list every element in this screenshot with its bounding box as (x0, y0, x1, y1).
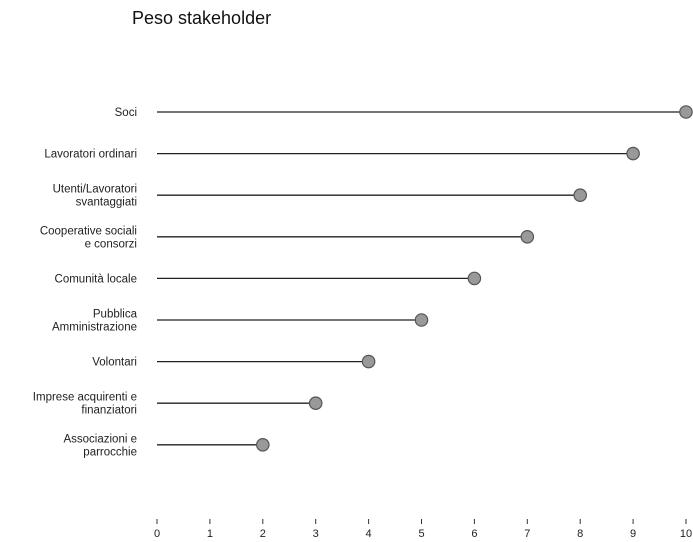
data-point (308, 396, 323, 410)
chart-title: Peso stakeholder (132, 8, 272, 28)
category-label: Associazioni e parrocchie (63, 433, 137, 458)
category-label-line: Volontari (92, 357, 137, 369)
data-point (626, 146, 640, 161)
category-label: Soci (115, 107, 137, 119)
category-label-line: parrocchie (83, 446, 137, 458)
category-label: Pubblica Amministrazione (52, 309, 138, 334)
category-label: Imprese acquirenti e finanziatori (33, 392, 137, 417)
data-point (255, 437, 270, 452)
x-tick-label: 2 (260, 528, 266, 540)
category-label-line: finanziatori (81, 405, 137, 417)
category-label-line: Comunità locale (55, 273, 137, 285)
category-label: Lavoratori ordinari (44, 149, 137, 161)
x-tick-label: 3 (313, 528, 319, 540)
category-label-line: Amministrazione (52, 322, 137, 334)
x-tick-label: 9 (630, 528, 636, 540)
x-tick-label: 10 (680, 528, 692, 540)
category-label-line: Utenti/Lavoratori (53, 184, 137, 196)
x-tick-label: 7 (524, 528, 530, 540)
category-label-line: Associazioni e (63, 433, 137, 445)
category-label-line: Cooperative sociali (40, 225, 137, 237)
category-labels: Soci Lavoratori ordinari Utenti/Lavoratori… (33, 107, 138, 458)
x-tick-label: 0 (154, 528, 160, 540)
x-tick-label: 8 (577, 528, 583, 540)
x-tick-label: 1 (207, 528, 213, 540)
data-point (414, 313, 429, 327)
data-point (467, 271, 482, 286)
data-point (573, 188, 587, 202)
markers (255, 105, 693, 452)
data-point (679, 105, 693, 119)
category-label-line: svantaggiati (76, 197, 137, 209)
stems (157, 111, 686, 446)
category-label-line: Pubblica (93, 309, 138, 321)
x-axis-ticks: 0 1 2 3 4 5 6 7 8 9 10 (154, 519, 692, 540)
data-point (520, 230, 535, 244)
category-label-line: Imprese acquirenti e (33, 392, 137, 404)
category-label-line: e consorzi (85, 238, 137, 250)
data-point (361, 354, 376, 369)
category-label: Cooperative sociali e consorzi (40, 225, 137, 250)
category-label: Utenti/Lavoratori svantaggiati (53, 184, 137, 209)
x-tick-label: 5 (418, 528, 424, 540)
category-label: Volontari (92, 357, 137, 369)
category-label: Comunità locale (55, 273, 137, 285)
category-label-line: Soci (115, 107, 137, 119)
x-tick-label: 6 (471, 528, 477, 540)
category-label-line: Lavoratori ordinari (44, 149, 137, 161)
x-tick-label: 4 (366, 528, 372, 540)
